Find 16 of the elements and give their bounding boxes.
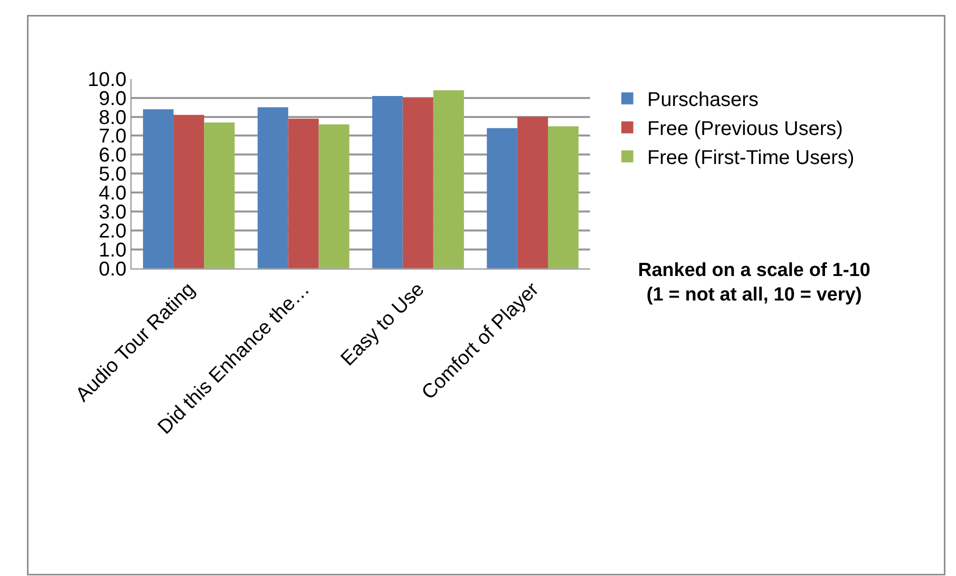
bar (372, 96, 403, 268)
bar (486, 128, 518, 268)
bar (204, 122, 235, 268)
bar (258, 107, 288, 268)
bar (402, 98, 434, 268)
bar (288, 118, 319, 268)
bar (517, 116, 548, 268)
bar (433, 90, 464, 268)
bar (548, 126, 579, 268)
bar (174, 114, 204, 268)
legend-label: Free (Previous Users) (647, 118, 843, 140)
bar (318, 124, 350, 268)
text: Ranked on a scale of 1-10 (1 = not at all, 10 = very) (638, 260, 870, 306)
bar (143, 109, 174, 268)
legend-label: Free (First-Time Users) (647, 147, 854, 170)
legend-label: Purschasers (647, 89, 758, 112)
